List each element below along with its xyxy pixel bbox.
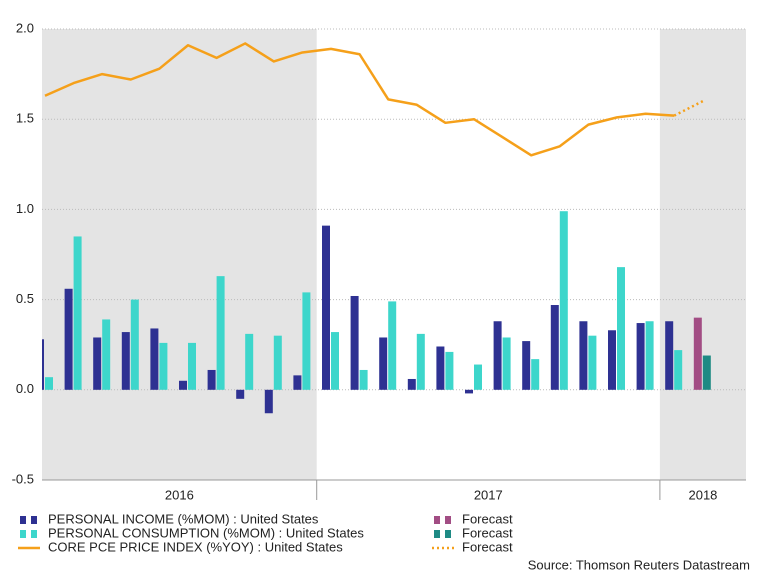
- bar: [130, 299, 139, 390]
- bar: [436, 346, 445, 390]
- period-shade: [42, 29, 317, 480]
- bar: [150, 328, 159, 390]
- bar: [702, 355, 711, 390]
- bar: [179, 380, 187, 390]
- bar: [293, 375, 302, 390]
- y-tick-label: 0.0: [16, 381, 34, 396]
- bar: [64, 288, 73, 390]
- bar: [608, 330, 616, 390]
- bar: [42, 339, 44, 390]
- legend-swatch: [445, 516, 451, 524]
- bar: [674, 350, 683, 390]
- bar: [207, 369, 216, 390]
- bar: [474, 364, 482, 390]
- bar: [322, 225, 330, 390]
- bar: [416, 333, 425, 390]
- bar: [302, 292, 311, 390]
- bar: [693, 317, 702, 390]
- bar: [359, 369, 368, 390]
- x-period-label: 2017: [474, 487, 503, 502]
- bar: [45, 377, 53, 390]
- x-period-label: 2018: [688, 487, 717, 502]
- bar: [617, 267, 625, 390]
- bar: [645, 321, 654, 390]
- bar: [493, 321, 502, 390]
- legend-label: PERSONAL CONSUMPTION (%MOM) : United Sta…: [48, 525, 364, 540]
- legend-label: PERSONAL INCOME (%MOM) : United States: [48, 511, 319, 526]
- line: [673, 100, 704, 117]
- legend-swatch: [445, 530, 451, 538]
- y-tick-label: 2.0: [16, 20, 34, 35]
- bar: [531, 359, 540, 390]
- bar: [102, 319, 111, 390]
- bar: [264, 389, 273, 414]
- legend-swatch: [20, 516, 26, 524]
- y-tick-label: 1.5: [16, 111, 34, 126]
- bar: [445, 351, 454, 390]
- bar: [245, 333, 254, 390]
- bar: [379, 337, 388, 390]
- legend-swatch: [31, 516, 37, 524]
- y-tick-label: 0.5: [16, 291, 34, 306]
- bar: [636, 323, 645, 390]
- period-shade: [659, 29, 746, 480]
- line: [44, 42, 675, 157]
- bar: [502, 337, 511, 390]
- bar: [579, 321, 588, 390]
- bar: [559, 211, 568, 390]
- legend-swatch: [434, 530, 440, 538]
- legend-label: CORE PCE PRICE INDEX (%YOY) : United Sta…: [48, 539, 343, 554]
- bar: [73, 236, 82, 390]
- bar: [407, 378, 416, 390]
- bar: [236, 389, 245, 399]
- bar: [550, 305, 559, 390]
- bar: [188, 342, 196, 390]
- source: Source: Thomson Reuters Datastream: [528, 557, 750, 572]
- legend-swatch: [31, 530, 37, 538]
- bar: [331, 332, 339, 390]
- y-tick-label: 1.0: [16, 201, 34, 216]
- x-period-label: 2016: [165, 487, 194, 502]
- bar: [465, 389, 473, 394]
- y-tick-label: -0.5: [12, 471, 34, 486]
- legend-swatch: [20, 530, 26, 538]
- bar: [588, 335, 597, 390]
- bar: [388, 301, 397, 390]
- legend-label: Forecast: [462, 539, 513, 554]
- bar: [273, 335, 282, 390]
- bar: [93, 337, 102, 390]
- legend-label: Forecast: [462, 511, 513, 526]
- bar: [121, 332, 130, 390]
- bar: [665, 321, 674, 390]
- legend-swatch: [434, 516, 440, 524]
- legend-label: Forecast: [462, 525, 513, 540]
- plot-area: [42, 42, 711, 414]
- bar: [350, 295, 359, 390]
- bar: [522, 341, 531, 390]
- bar: [216, 276, 225, 390]
- bar: [159, 342, 168, 390]
